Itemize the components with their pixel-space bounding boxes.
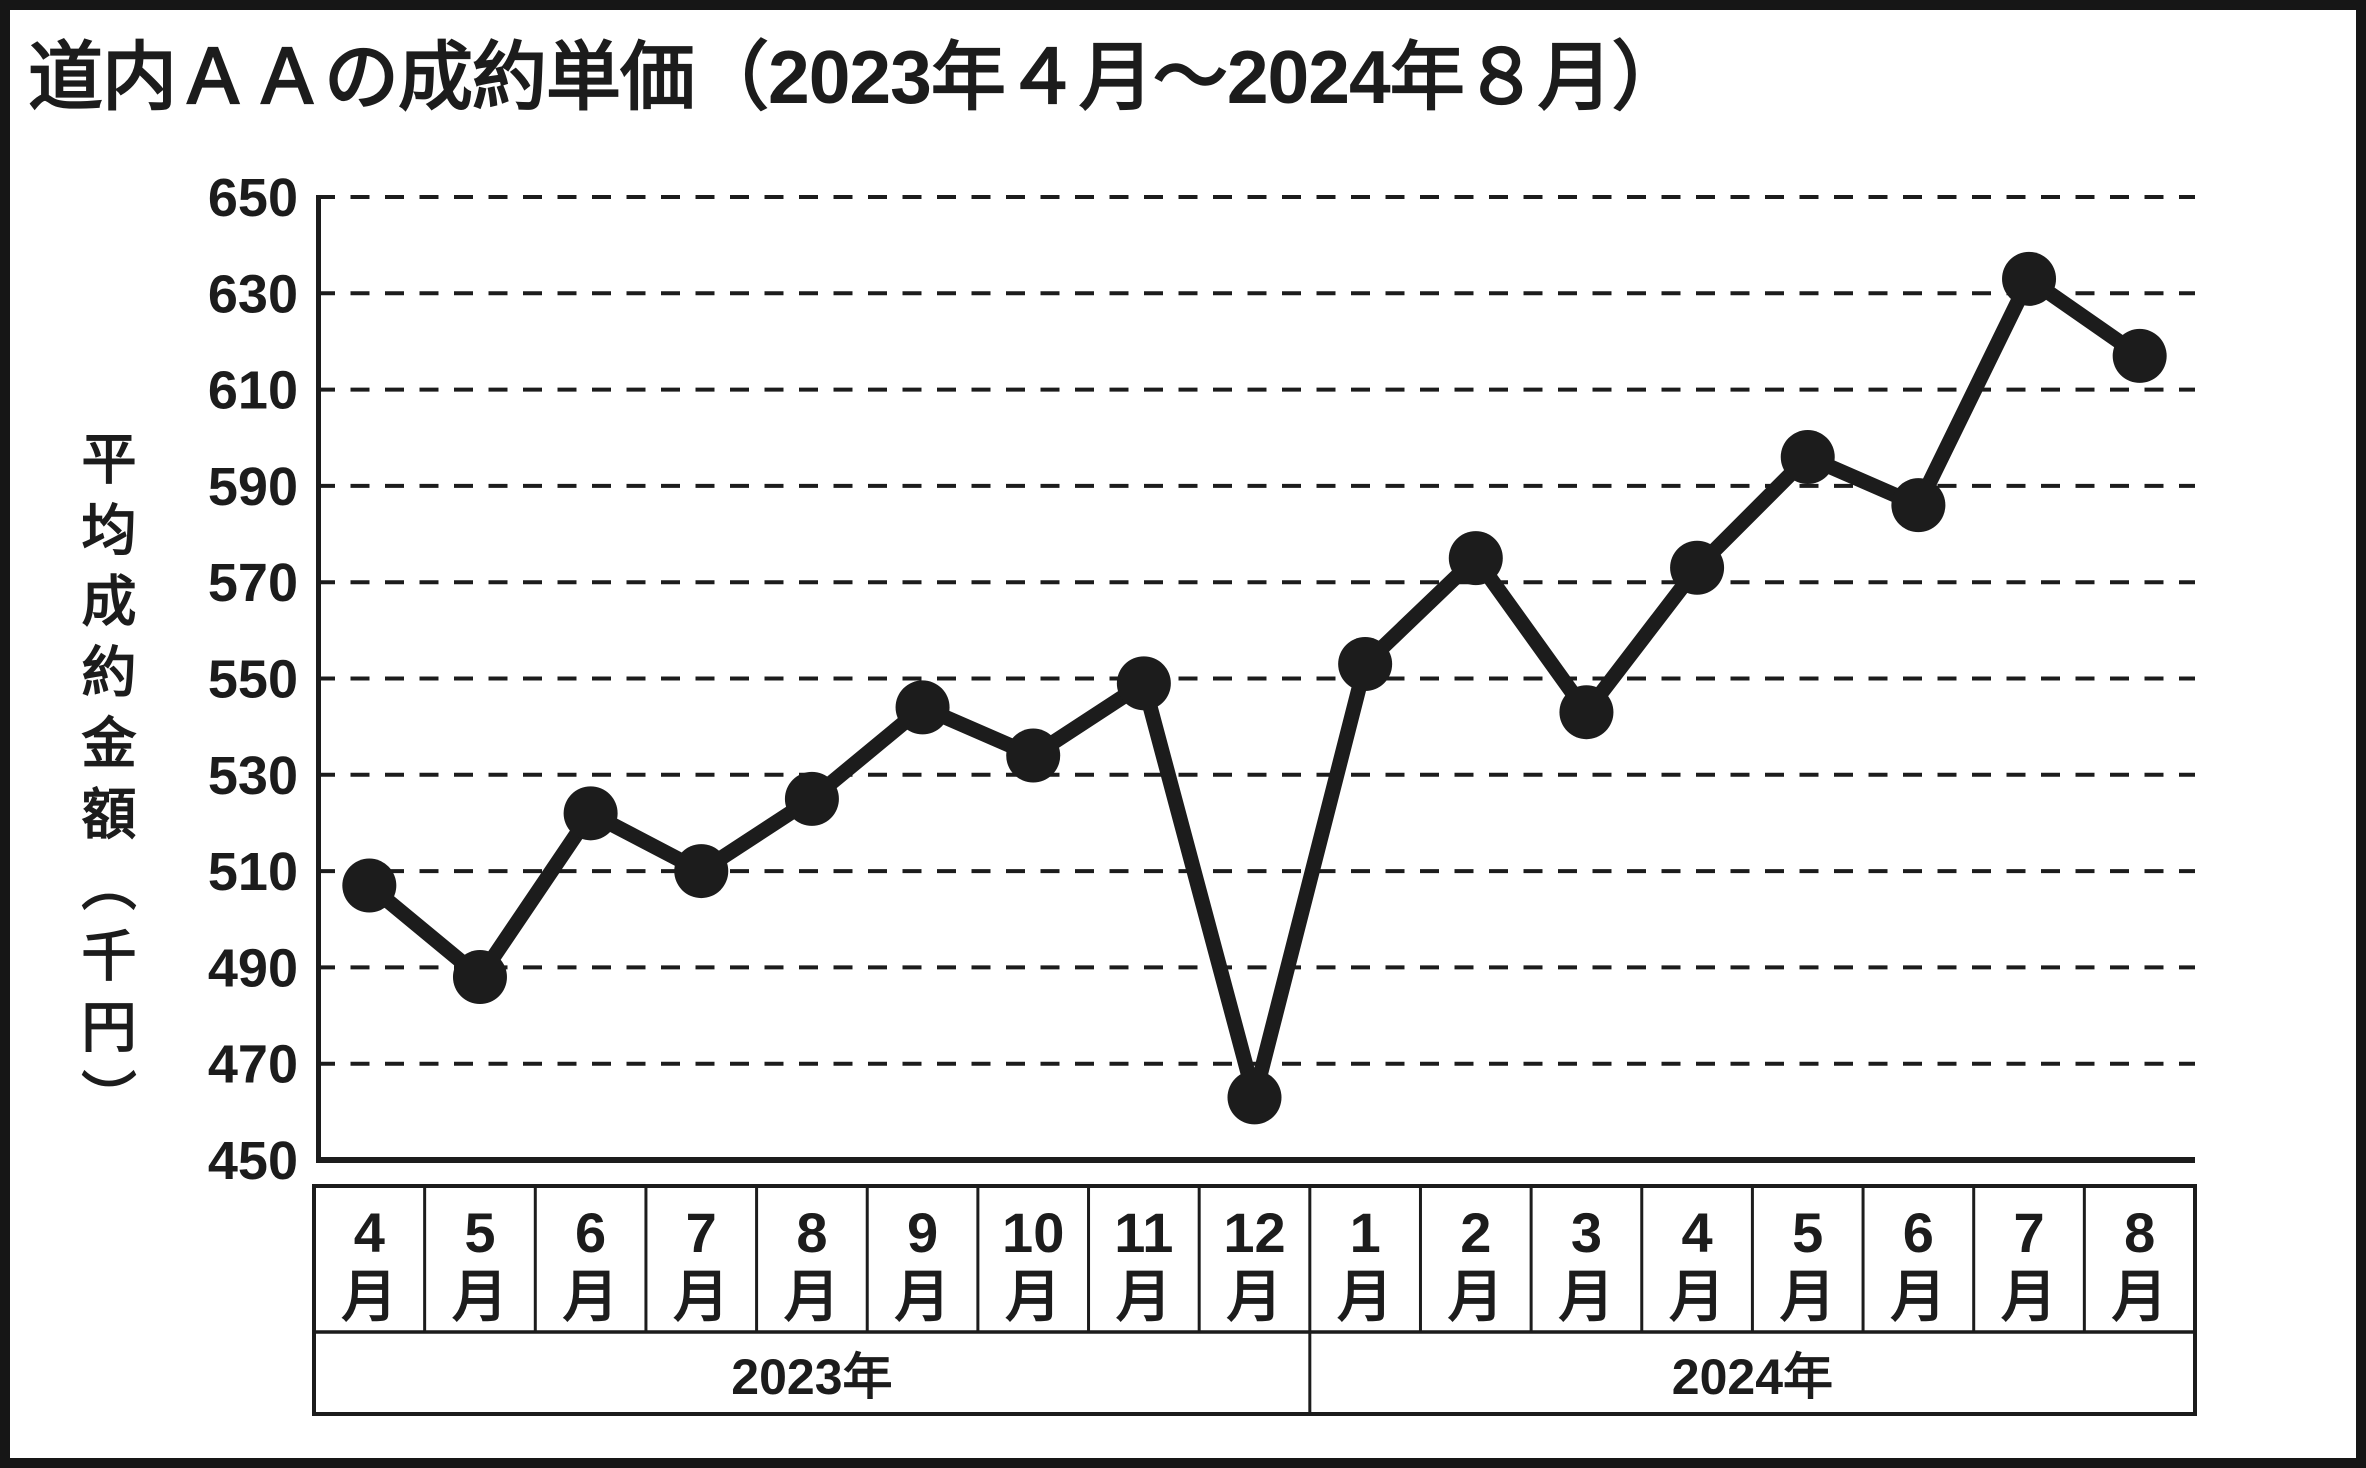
y-axis-title: 平均成約金額（千円） xyxy=(73,430,135,1140)
data-point xyxy=(342,858,397,913)
y-tick-label: 650 xyxy=(208,168,298,228)
year-label: 2023年 xyxy=(731,1349,892,1405)
y-tick-label: 510 xyxy=(208,842,298,902)
data-point xyxy=(452,950,507,1005)
data-point xyxy=(1670,540,1725,595)
month-label: 12 月 xyxy=(1223,1201,1285,1328)
data-point xyxy=(2002,251,2057,306)
data-point xyxy=(1116,656,1171,711)
data-point xyxy=(1780,430,1835,485)
data-point xyxy=(2112,328,2167,383)
data-point xyxy=(895,680,950,735)
data-point xyxy=(1559,685,1614,740)
x-axis-table-border xyxy=(312,1184,2197,1416)
data-point xyxy=(1227,1070,1282,1125)
y-tick-label: 590 xyxy=(208,457,298,517)
data-point xyxy=(1891,478,1946,533)
data-point xyxy=(1006,728,1061,783)
data-point xyxy=(674,844,729,899)
data-point xyxy=(1448,531,1503,586)
data-point xyxy=(1338,637,1393,692)
data-line xyxy=(361,271,2148,1105)
y-tick-label: 550 xyxy=(208,650,298,710)
y-tick-label: 570 xyxy=(208,553,298,613)
y-tick-label: 530 xyxy=(208,746,298,806)
y-tick-label: 630 xyxy=(208,264,298,324)
y-tick-label: 470 xyxy=(208,1035,298,1095)
y-tick-label: 490 xyxy=(208,938,298,998)
data-point xyxy=(563,786,618,841)
data-point xyxy=(784,771,839,826)
y-tick-label: 450 xyxy=(208,1131,298,1191)
chart-title: 道内ＡＡの成約単価（2023年４月〜2024年８月） xyxy=(28,35,1687,119)
month-label: 11 月 xyxy=(1114,1201,1173,1328)
month-label: 10 月 xyxy=(1002,1201,1064,1328)
y-tick-label: 610 xyxy=(208,361,298,421)
year-label: 2024年 xyxy=(1672,1349,1833,1405)
